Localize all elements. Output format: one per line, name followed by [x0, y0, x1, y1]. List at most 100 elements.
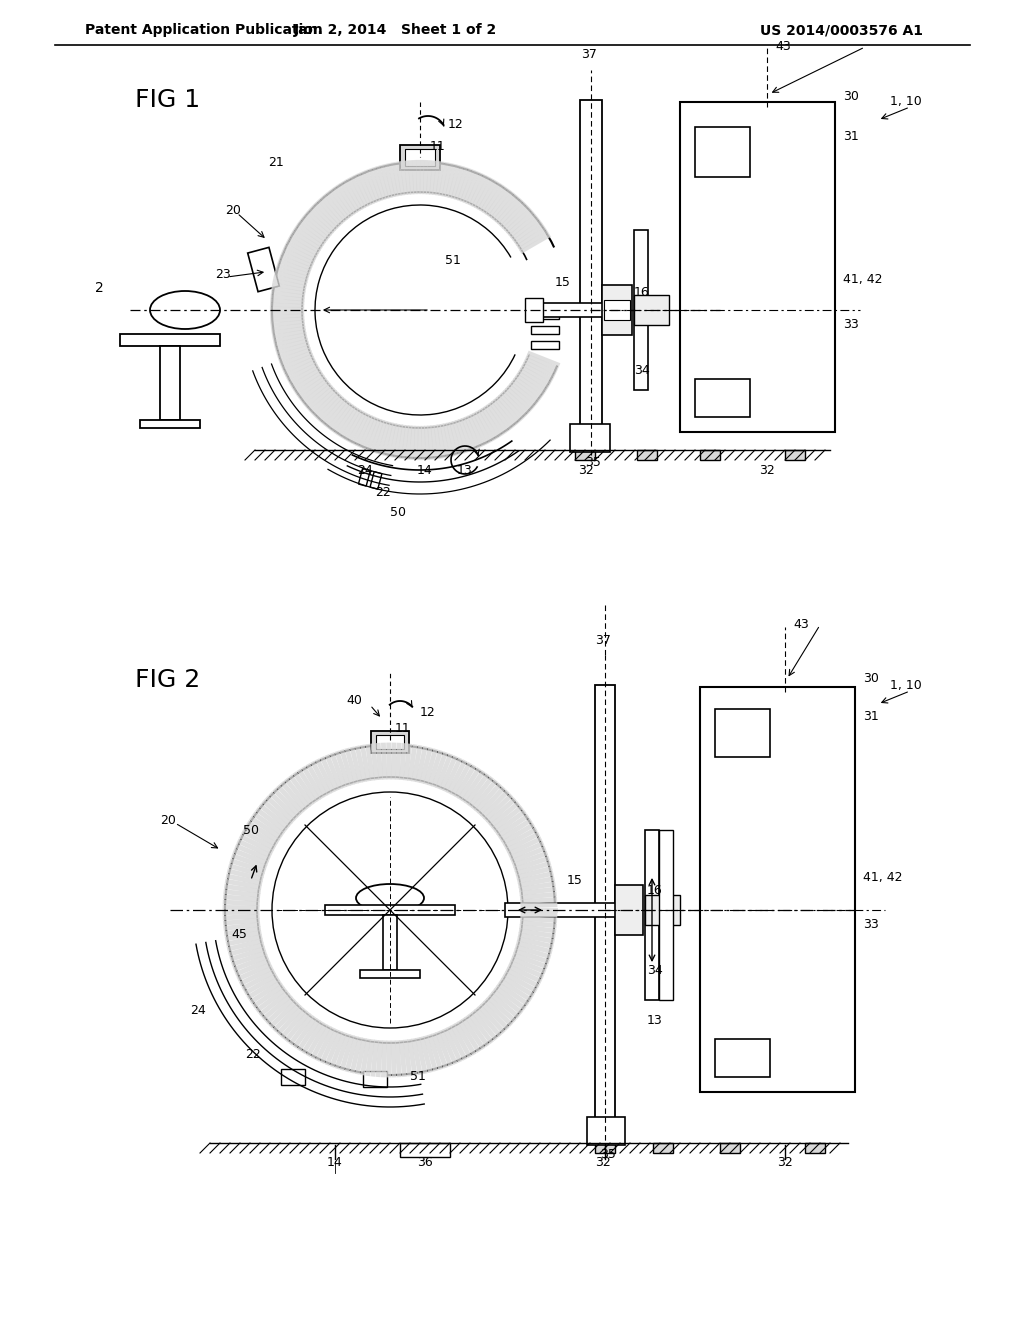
Text: 21: 21	[268, 156, 284, 169]
Bar	[358, 469, 371, 486]
Ellipse shape	[150, 290, 220, 329]
Bar	[653, 1143, 673, 1152]
Bar	[715, 709, 770, 756]
Bar	[595, 1143, 615, 1152]
Bar	[120, 334, 220, 346]
Bar	[575, 450, 595, 459]
Text: 31: 31	[863, 710, 879, 723]
Bar	[604, 300, 630, 319]
Bar	[530, 304, 620, 317]
Text: 31: 31	[843, 131, 859, 144]
Text: Jan. 2, 2014   Sheet 1 of 2: Jan. 2, 2014 Sheet 1 of 2	[293, 22, 497, 37]
Bar	[531, 312, 559, 319]
Text: FIG 2: FIG 2	[135, 668, 201, 692]
Bar	[525, 298, 543, 322]
Text: 35: 35	[585, 455, 601, 469]
Bar	[715, 1039, 770, 1077]
Text: 32: 32	[579, 463, 594, 477]
Bar	[700, 686, 855, 1092]
Circle shape	[274, 795, 506, 1026]
Text: 50: 50	[390, 507, 406, 520]
Bar	[360, 970, 420, 978]
Ellipse shape	[356, 884, 424, 912]
Bar	[531, 342, 559, 350]
Text: 23: 23	[215, 268, 230, 281]
Text: 37: 37	[595, 634, 611, 647]
Bar	[587, 1117, 625, 1144]
Text: 15: 15	[555, 276, 570, 289]
Text: 45: 45	[231, 928, 247, 941]
Bar	[505, 903, 642, 917]
Text: 11: 11	[395, 722, 411, 735]
Text: 14: 14	[327, 1156, 343, 1170]
Text: 30: 30	[843, 91, 859, 103]
Bar	[637, 450, 657, 459]
Bar	[580, 100, 602, 450]
Text: 51: 51	[445, 253, 461, 267]
Bar	[364, 1072, 387, 1088]
Bar	[400, 1143, 450, 1158]
Text: 32: 32	[595, 1156, 611, 1170]
Bar	[785, 450, 805, 459]
Text: 16: 16	[634, 285, 650, 298]
Text: 36: 36	[417, 1156, 433, 1170]
Bar	[383, 915, 397, 970]
Text: 22: 22	[375, 487, 391, 499]
Text: 30: 30	[863, 672, 879, 685]
Bar	[371, 731, 409, 752]
Text: 16: 16	[647, 883, 663, 896]
Bar	[695, 127, 750, 177]
Text: 43: 43	[775, 41, 791, 54]
Text: 15: 15	[567, 874, 583, 887]
Bar	[615, 884, 643, 935]
Text: 32: 32	[759, 463, 775, 477]
Text: 43: 43	[793, 619, 809, 631]
Bar	[602, 285, 632, 335]
Bar	[645, 895, 680, 925]
Bar	[645, 830, 659, 1001]
Text: 50: 50	[243, 824, 259, 837]
Text: 24: 24	[357, 463, 373, 477]
Text: 1, 10: 1, 10	[890, 95, 922, 108]
Text: 51: 51	[410, 1071, 426, 1084]
Text: Patent Application Publication: Patent Application Publication	[85, 22, 323, 37]
Bar	[140, 420, 200, 428]
Text: 12: 12	[449, 117, 464, 131]
Bar	[634, 294, 669, 325]
Text: 33: 33	[843, 318, 859, 331]
Text: 41, 42: 41, 42	[863, 871, 902, 884]
Bar	[325, 906, 455, 915]
Bar	[700, 450, 720, 459]
Bar	[282, 1069, 305, 1085]
Text: 14: 14	[417, 463, 433, 477]
Text: 24: 24	[190, 1003, 206, 1016]
Text: 13: 13	[457, 463, 473, 477]
Bar	[160, 346, 180, 420]
Bar	[595, 685, 615, 1144]
Text: 20: 20	[225, 203, 241, 216]
Text: 34: 34	[634, 363, 650, 376]
Text: 11: 11	[430, 140, 445, 153]
Text: 32: 32	[777, 1156, 793, 1170]
Bar	[370, 471, 382, 490]
Text: 41, 42: 41, 42	[843, 273, 883, 286]
Text: 20: 20	[160, 813, 176, 826]
Text: US 2014/0003576 A1: US 2014/0003576 A1	[760, 22, 923, 37]
Bar	[695, 379, 750, 417]
Bar	[634, 230, 648, 389]
Text: 35: 35	[600, 1148, 615, 1162]
Text: FIG 1: FIG 1	[135, 88, 200, 112]
Bar	[659, 830, 673, 1001]
Bar	[376, 735, 404, 748]
Text: 13: 13	[647, 1014, 663, 1027]
Bar	[680, 102, 835, 432]
Text: 40: 40	[346, 693, 362, 706]
Bar	[248, 247, 280, 292]
Bar	[400, 145, 440, 170]
Text: 2: 2	[95, 281, 103, 294]
Text: 37: 37	[581, 49, 597, 62]
Text: 33: 33	[863, 919, 879, 932]
Bar	[720, 1143, 740, 1152]
Bar	[531, 326, 559, 334]
Text: 22: 22	[245, 1048, 261, 1061]
